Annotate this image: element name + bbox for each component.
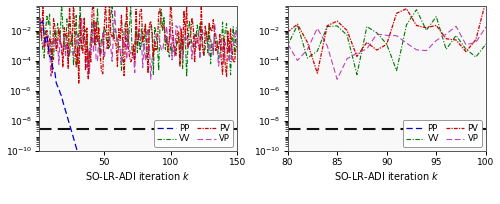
PP [201,162,207,165]
PV [294,23,300,26]
Line: VV: VV [0,3,500,77]
VV [116,46,122,48]
VP [284,42,290,45]
PV [234,43,240,45]
VV [102,30,108,32]
VV [96,46,102,48]
VP [354,52,360,54]
VP [112,8,118,11]
VP [36,17,42,19]
PP [344,167,350,170]
VP [141,42,147,45]
Legend: PP, VV, PV, VP: PP, VV, PV, VP [402,120,481,147]
VP [148,78,154,81]
PP [149,167,155,170]
PP [36,12,42,15]
VV [202,46,208,48]
X-axis label: SO-LR-ADI iteration $k$: SO-LR-ADI iteration $k$ [86,170,191,182]
VP [334,78,340,81]
Line: PV: PV [39,1,237,83]
PV [7,32,13,34]
PV [76,82,82,84]
VV [36,18,42,20]
Line: VP: VP [39,9,237,79]
PP [234,163,240,166]
VV [58,2,64,4]
VV [344,34,350,36]
PV [36,14,42,16]
PP [134,176,140,179]
PP [101,173,107,175]
VV [234,24,240,27]
VV [0,30,3,32]
VP [66,8,72,11]
VP [101,57,107,60]
VV [141,44,147,47]
VP [234,47,240,49]
PP [86,160,92,163]
PP [141,174,147,176]
VP [176,24,182,26]
PV [150,55,156,58]
PV [202,25,208,27]
VP [150,52,156,54]
PV [142,23,148,26]
PP [235,176,241,179]
VV [174,42,180,44]
PV [106,39,112,42]
VV [284,44,290,47]
Line: VV: VV [39,3,237,77]
PV [104,32,110,34]
PV [176,30,182,32]
PV [354,55,360,58]
Line: PP: PP [39,14,237,178]
VV [149,34,155,36]
PP [174,165,180,168]
PP [114,160,120,163]
Line: PP: PP [0,14,500,178]
PV [117,39,123,42]
VV [184,75,190,78]
VP [96,50,102,52]
Legend: PP, VV, PV, VP: PP, VV, PV, VP [154,120,233,147]
PP [284,174,290,176]
VP [116,50,122,52]
X-axis label: SO-LR-ADI iteration $k$: SO-LR-ADI iteration $k$ [334,170,440,182]
Line: VP: VP [0,9,500,79]
VP [202,32,208,34]
Line: PV: PV [0,1,500,83]
PV [70,0,76,2]
